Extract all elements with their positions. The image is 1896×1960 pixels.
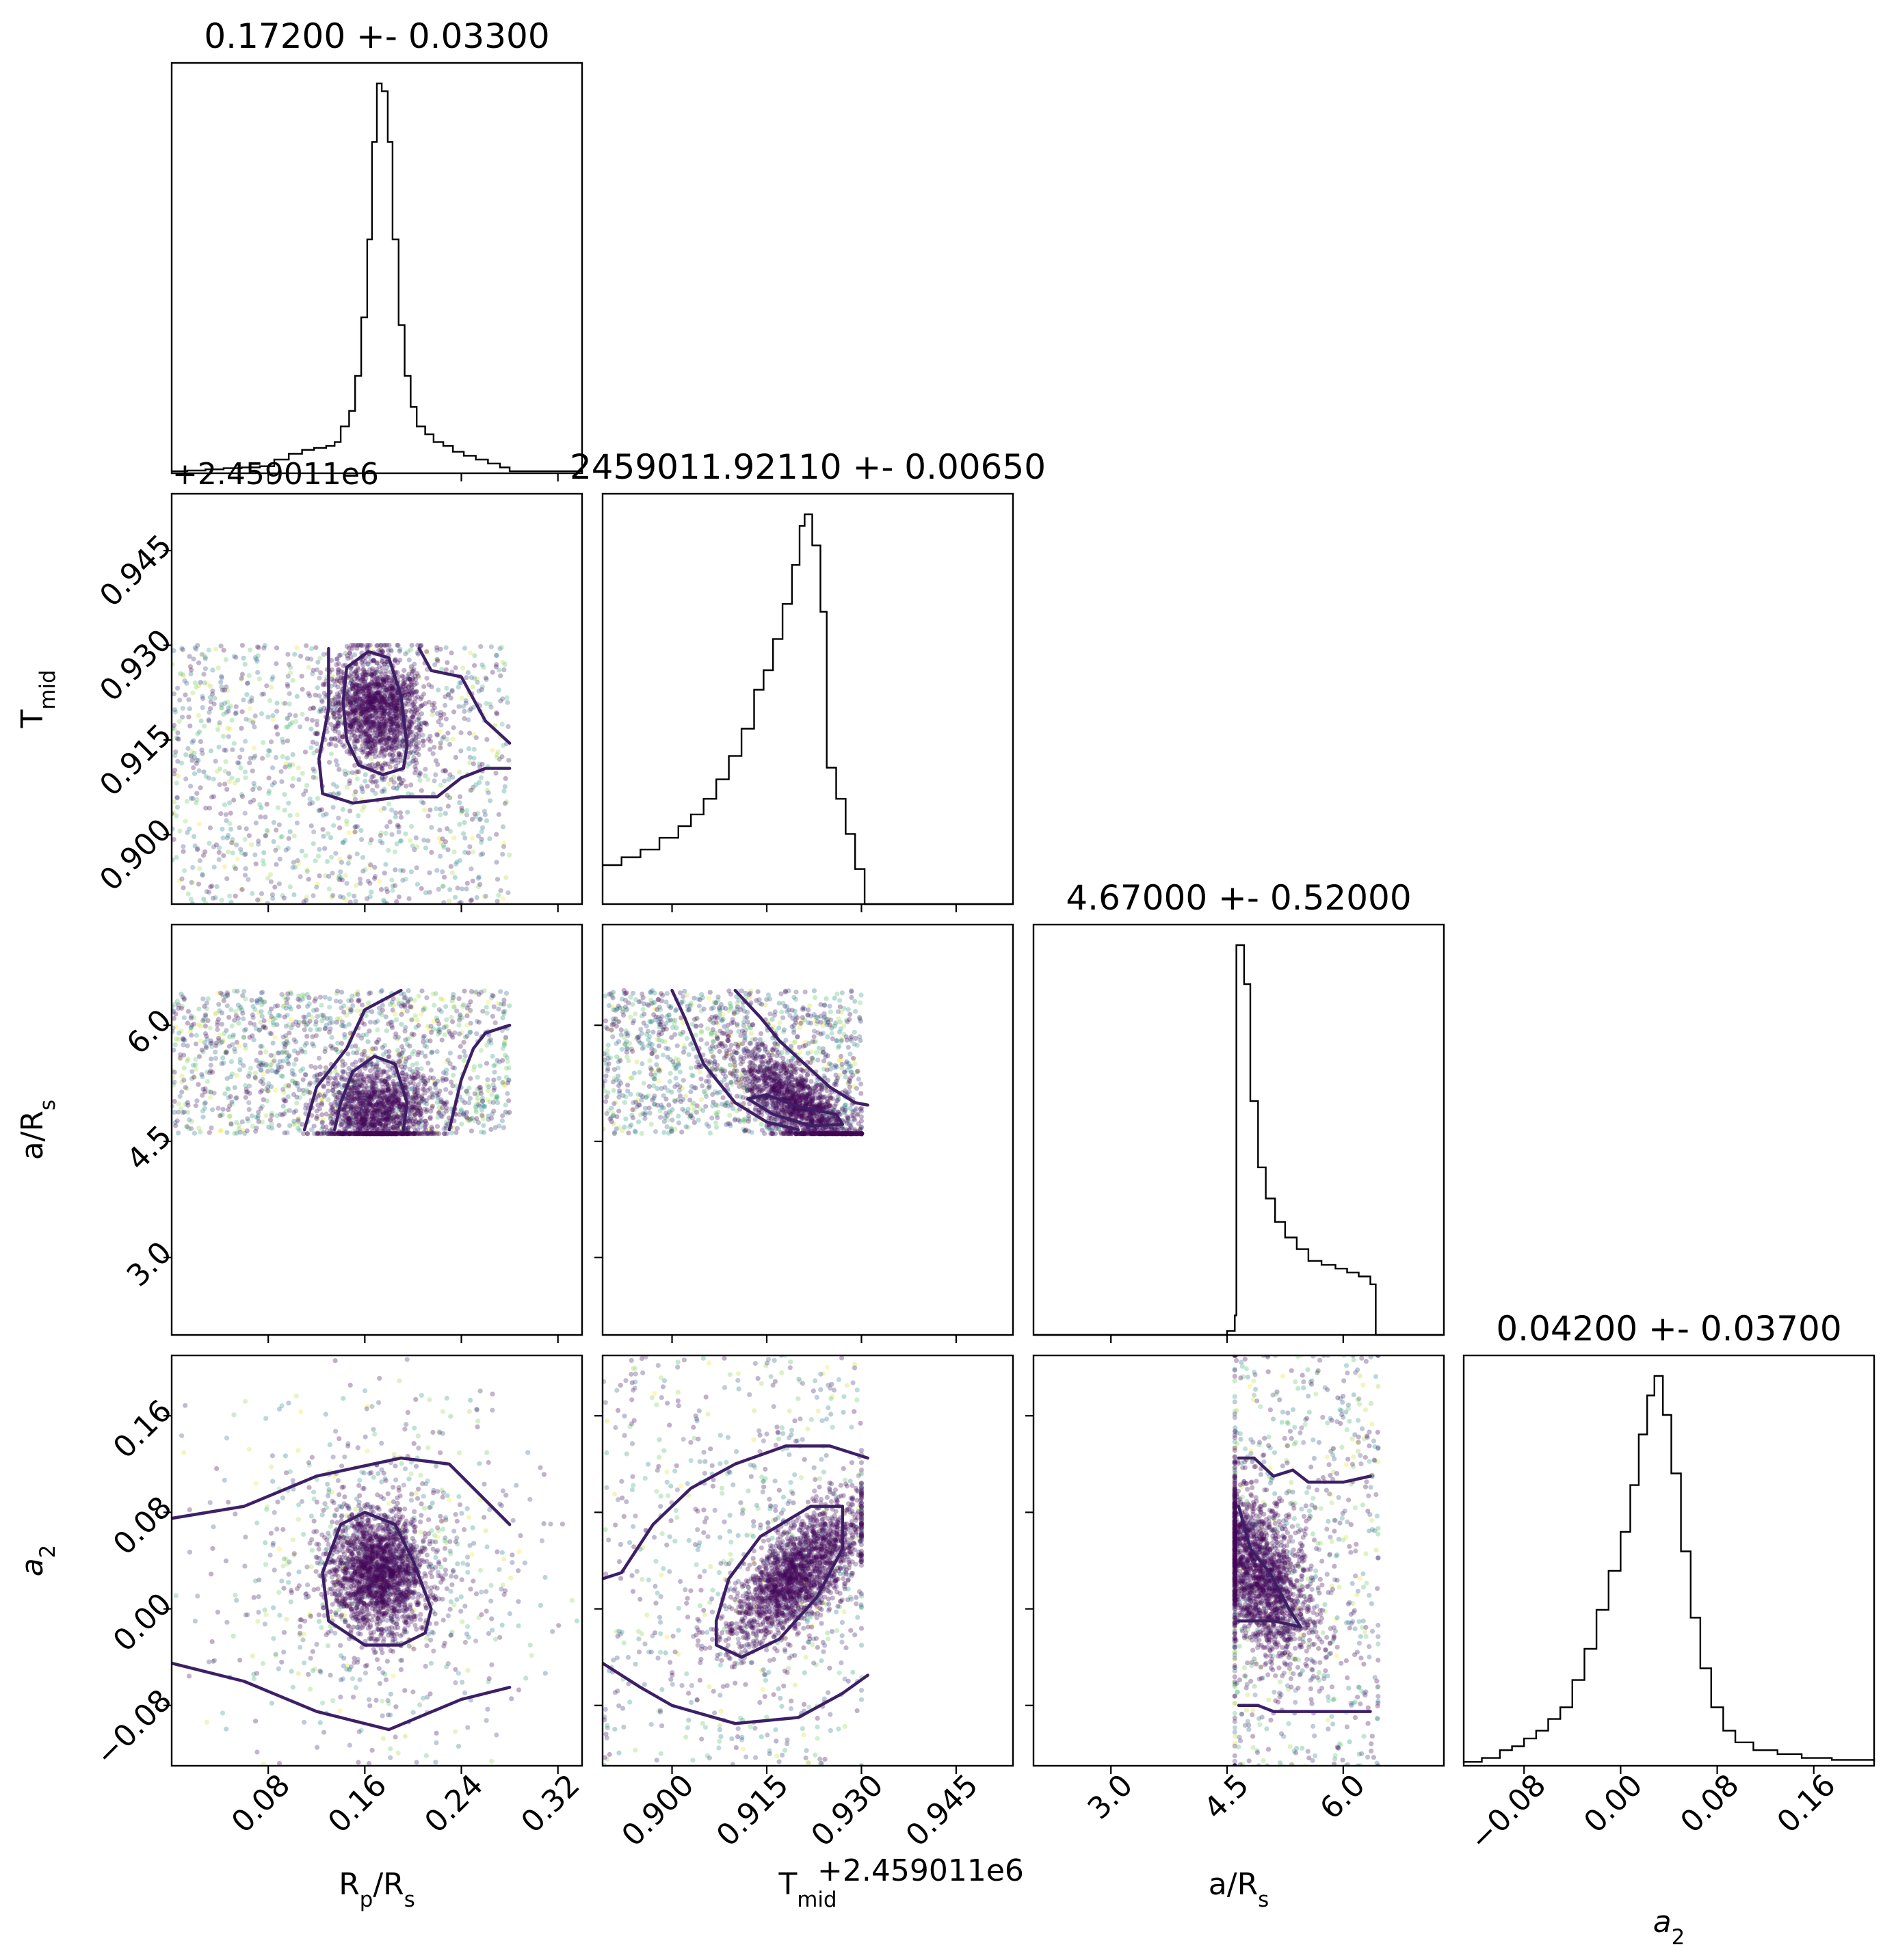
- contour-rp-ars-1: [302, 988, 403, 1132]
- ylabel-a2: a2: [15, 1545, 60, 1577]
- xtick-label-rp: 0.16: [321, 1768, 393, 1840]
- contour-rp-tmid-2: [417, 646, 512, 745]
- panel-title-a2: 0.04200 +- 0.03700: [1496, 1309, 1841, 1349]
- histogram-tmid: [603, 513, 1013, 905]
- scatter-panel-rp-a2: [170, 1354, 583, 1767]
- xtick-label-tmid: 0.900: [615, 1768, 700, 1853]
- scatter-frame-ars-a2: [1032, 1354, 1445, 1767]
- ytick-label-tmid: 0.945: [93, 528, 179, 613]
- x-offset-label-tmid: +2.459011e6: [817, 1853, 1024, 1888]
- contour-ars-a2-1: [1237, 1456, 1372, 1484]
- histogram-a2: [1464, 1375, 1875, 1763]
- contour-rp-a2-2: [172, 1661, 512, 1732]
- scatter-frame-rp-tmid: [170, 492, 583, 905]
- y-offset-label-tmid: +2.459011e6: [172, 457, 379, 492]
- xtick-label-ars: 3.0: [1081, 1768, 1140, 1827]
- scatter-panel-rp-tmid: [170, 492, 583, 905]
- hist-panel-rp: [170, 62, 583, 475]
- scatter-panel-ars-a2: [1032, 1354, 1445, 1767]
- contour-rp-a2-1: [172, 1456, 512, 1526]
- ytick-label-a2: 0.16: [107, 1393, 179, 1465]
- contour-tmid-a2-0: [714, 1505, 845, 1659]
- scatter-points-tmid-a2: [603, 1355, 865, 1766]
- xtick-label-a2: 0.16: [1770, 1768, 1842, 1840]
- xtick-label-rp: 0.24: [418, 1768, 490, 1840]
- hist-frame-rp: [170, 62, 583, 475]
- contour-tmid-a2-1: [603, 1444, 869, 1580]
- xtick-label-ars: 4.5: [1197, 1768, 1256, 1827]
- hist-panel-tmid: [601, 492, 1014, 905]
- hist-panel-a2: [1462, 1354, 1875, 1767]
- ytick-label-ars: 6.0: [120, 1003, 179, 1061]
- contour-ars-a2-2: [1237, 1704, 1372, 1713]
- ytick-label-a2: 0.08: [107, 1489, 179, 1561]
- xlabel-ars: a/Rs: [1209, 1867, 1269, 1912]
- scatter-panel-rp-ars: [170, 923, 583, 1336]
- scatter-points-rp-a2: [173, 1357, 580, 1766]
- xtick-label-tmid: 0.945: [899, 1768, 985, 1853]
- scatter-frame-rp-ars: [170, 923, 583, 1336]
- xtick-label-a2: 0.08: [1674, 1768, 1746, 1840]
- panel-title-tmid: 2459011.92110 +- 0.00650: [570, 447, 1046, 487]
- ylabel-tmid: Tmid: [15, 670, 60, 729]
- xlabel-rp: Rp/Rs: [339, 1867, 415, 1912]
- scatter-points-rp-tmid: [172, 642, 512, 904]
- xlabel-a2: a2: [1653, 1905, 1685, 1950]
- hist-panel-ars: [1032, 923, 1445, 1336]
- panel-title-rp: 0.17200 +- 0.03300: [204, 16, 549, 56]
- xtick-label-rp: 0.32: [514, 1768, 586, 1840]
- contour-ars-a2-0: [1237, 1505, 1302, 1629]
- scatter-frame-rp-a2: [170, 1354, 583, 1767]
- ytick-label-ars: 3.0: [120, 1235, 179, 1294]
- scatter-frame-tmid-ars: [601, 923, 1014, 1336]
- scatter-panel-tmid-a2: [601, 1354, 1014, 1767]
- xtick-label-tmid: 0.915: [710, 1768, 795, 1853]
- scatter-points-tmid-ars: [603, 988, 865, 1137]
- xtick-label-a2: 0.00: [1577, 1768, 1649, 1840]
- ytick-label-tmid: 0.915: [93, 717, 179, 803]
- contour-rp-tmid-1: [317, 646, 512, 805]
- xtick-label-tmid: 0.930: [804, 1768, 890, 1853]
- contour-rp-tmid-0: [341, 650, 409, 777]
- contour-tmid-a2-2: [603, 1661, 869, 1725]
- hist-frame-a2: [1462, 1354, 1875, 1767]
- contour-rp-a2-0: [321, 1511, 433, 1647]
- ytick-label-a2: 0.00: [107, 1587, 179, 1658]
- xtick-label-a2: −0.08: [1463, 1768, 1553, 1857]
- scatter-points-rp-ars: [172, 988, 512, 1137]
- hist-frame-ars: [1032, 923, 1445, 1336]
- scatter-panel-tmid-ars: [601, 923, 1014, 1336]
- scatter-frame-tmid-a2: [601, 1354, 1014, 1767]
- histogram-rp: [172, 82, 583, 473]
- ylabel-ars: a/Rs: [15, 1100, 60, 1160]
- contour-tmid-ars-1: [670, 988, 800, 1132]
- contour-rp-ars-2: [447, 1023, 512, 1132]
- contour-tmid-ars-2: [733, 988, 869, 1107]
- ytick-label-tmid: 0.930: [93, 623, 179, 708]
- xtick-label-ars: 6.0: [1313, 1768, 1372, 1827]
- hist-frame-tmid: [601, 492, 1014, 905]
- panel-title-ars: 4.67000 +- 0.52000: [1066, 878, 1411, 918]
- ytick-label-a2: −0.08: [89, 1683, 179, 1773]
- ytick-label-tmid: 0.900: [93, 812, 179, 898]
- xtick-label-rp: 0.08: [225, 1768, 297, 1840]
- contour-rp-ars-0: [332, 1055, 409, 1132]
- histogram-ars: [1033, 944, 1444, 1336]
- ytick-label-ars: 4.5: [120, 1119, 179, 1178]
- contour-tmid-ars-0: [746, 1093, 845, 1128]
